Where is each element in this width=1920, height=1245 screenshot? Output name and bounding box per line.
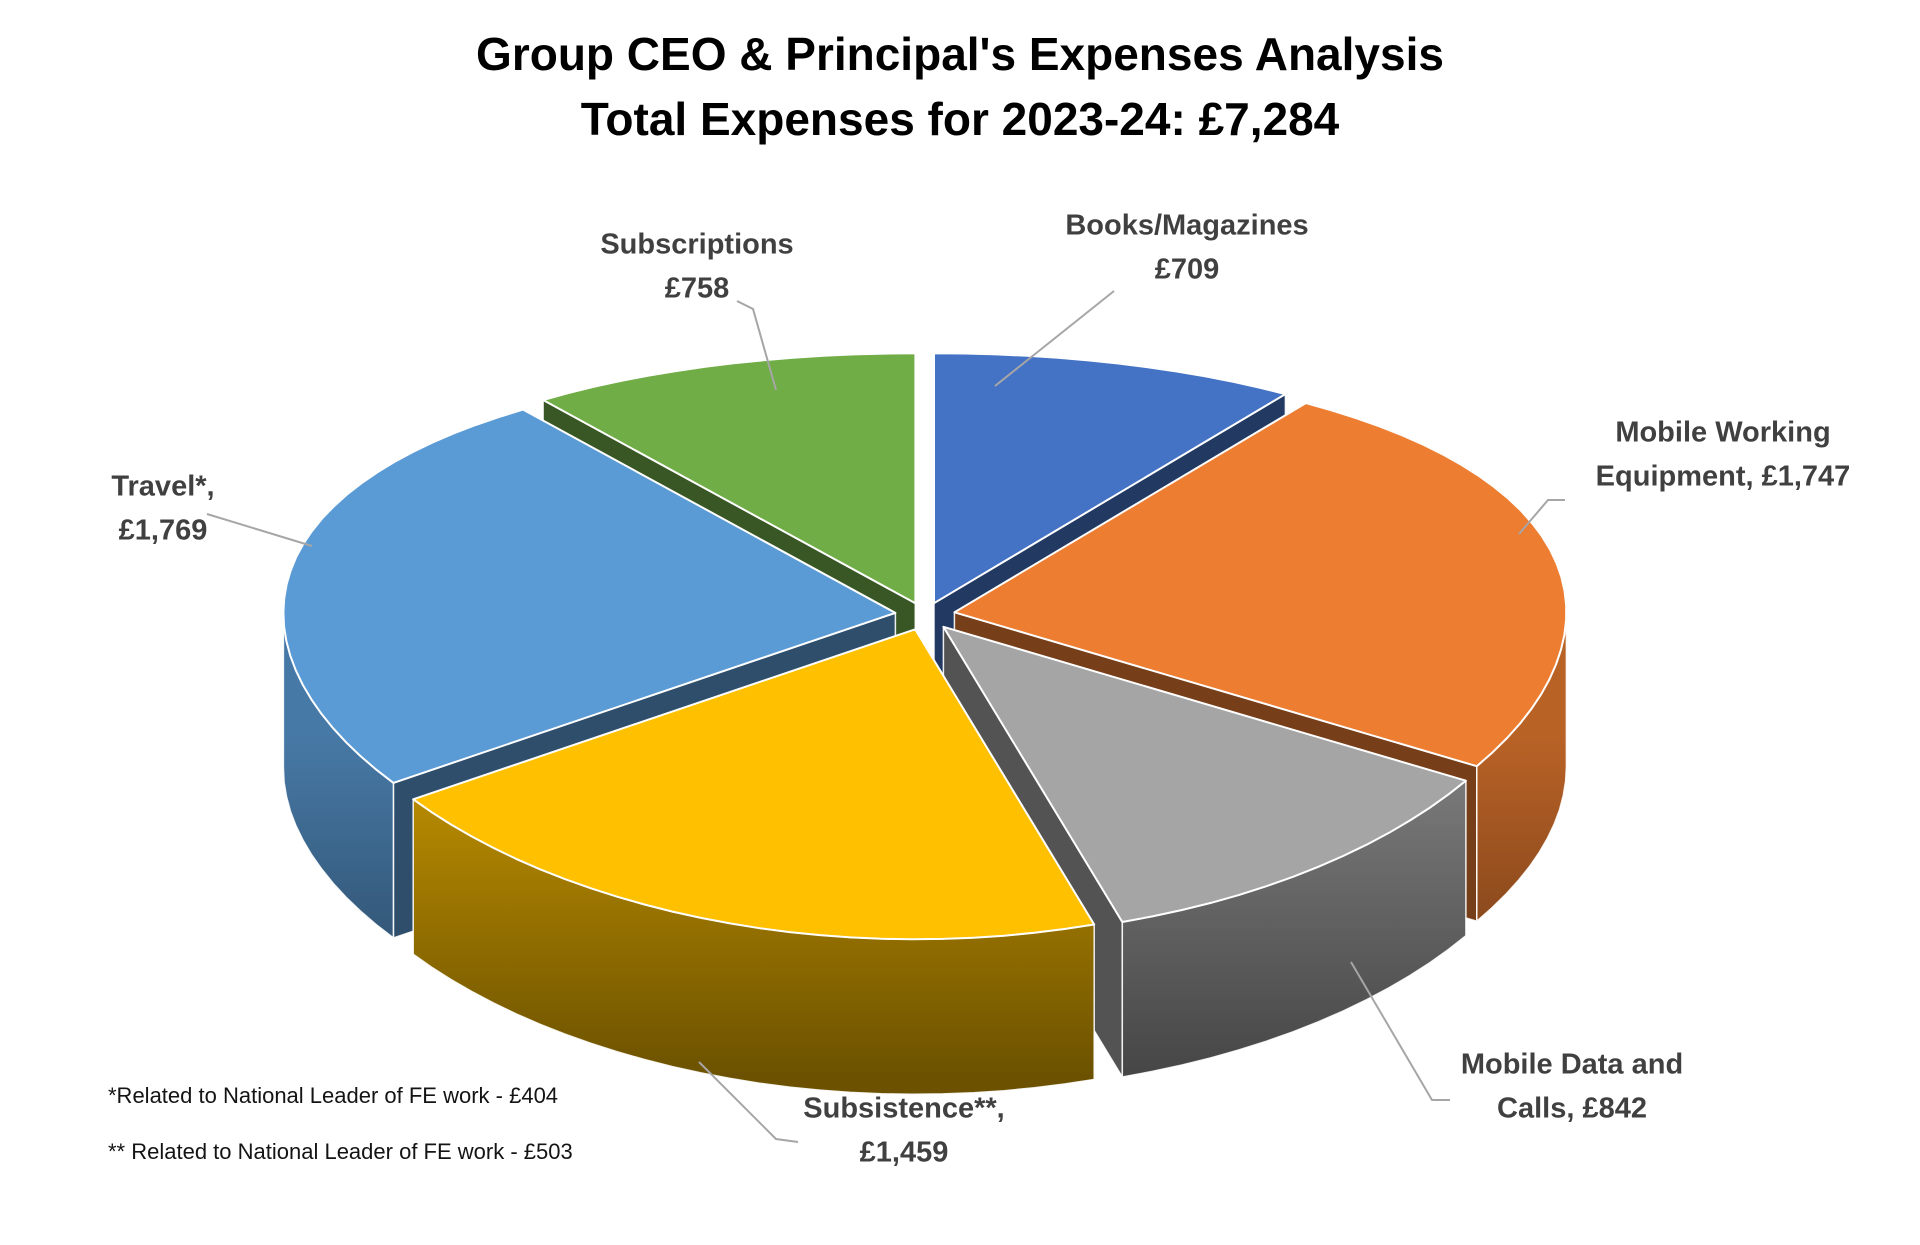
label-books-magazines: Books/Magazines £709 [1065,205,1308,292]
leader-line-subsistence [698,1061,799,1143]
label-line: Mobile Data and [1460,1048,1684,1081]
label-line: Mobile Working [1615,416,1831,449]
leader-line-mdc [1350,961,1450,1101]
label-line: Travel*, [111,470,215,503]
label-line: Calls, £842 [1497,1092,1647,1124]
leader-lines [206,290,1565,1143]
label-mobile-working-equipment: Mobile Working Equipment, £1,747 [1596,412,1851,499]
label-line: Subscriptions [600,228,794,261]
pie-slice-top-travel [282,408,897,784]
pie-slice-top-mdc [942,625,1467,923]
chart-title-line1: Group CEO & Principal's Expenses Analysi… [476,28,1444,80]
label-line: Books/Magazines [1065,209,1309,242]
label-line: £1,459 [859,1136,949,1168]
pie-slice-top-subsistence [412,628,1096,941]
pie-slice-top-subscriptions [542,352,917,605]
leader-line-travel [206,513,313,547]
label-line: Equipment, £1,747 [1595,460,1851,492]
chart-title: Group CEO & Principal's Expenses Analysi… [0,22,1920,153]
chart-title-line2: Total Expenses for 2023-24: £7,284 [580,93,1340,146]
leader-line-books [994,290,1115,387]
label-line: £1,769 [118,514,208,546]
label-subsistence: Subsistence**, £1,459 [803,1088,1004,1175]
leader-line-mwe [1518,499,1565,535]
label-line: £709 [1154,253,1220,285]
footnote-subsistence: ** Related to National Leader of FE work… [108,1139,573,1164]
footnote-travel: *Related to National Leader of FE work -… [108,1083,559,1108]
pie-slice-top-mwe [953,402,1568,768]
label-line: Subsistence**, [803,1092,1005,1125]
label-subscriptions: Subscriptions £758 [600,224,793,311]
pie-slice-top-books [933,352,1287,605]
leader-line-subscriptions [736,300,777,391]
label-mobile-data-calls: Mobile Data and Calls, £842 [1461,1044,1683,1131]
label-line: £758 [664,272,730,304]
pie-slice-subsistence [412,628,1096,1096]
label-travel: Travel*, £1,769 [111,466,214,553]
